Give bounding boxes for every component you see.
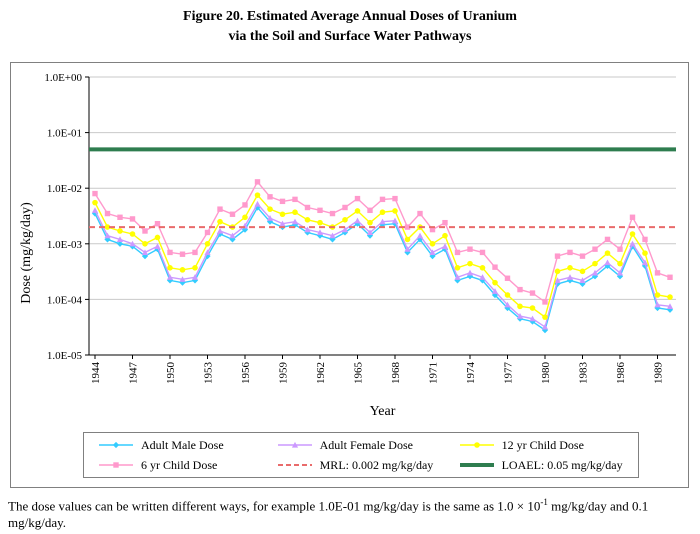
x-tick-label: 1965 [353, 362, 365, 385]
x-tick-label: 1971 [428, 362, 440, 384]
x-tick-label: 1974 [465, 362, 477, 385]
legend-sample-loael [459, 463, 494, 467]
y-axis-title: Dose (mg/kg/day) [19, 202, 34, 304]
legend-item-12yr-child-dose: 12 yr Child Dose [459, 438, 624, 453]
x-tick-label: 1959 [278, 362, 290, 385]
legend-sample-adult-female [277, 441, 312, 448]
x-tick-label: 1986 [615, 362, 627, 385]
x-tick-label: 1944 [90, 362, 102, 385]
legend-label-adult-male: Adult Male Dose [141, 437, 224, 452]
legend-item-adult-female-dose: Adult Female Dose [277, 438, 459, 453]
y-tick-label: 1.0E+00 [44, 72, 82, 84]
legend-label-6yr-child: 6 yr Child Dose [141, 457, 218, 472]
footnote: The dose values can be written different… [8, 494, 696, 531]
legend-label-loael: LOAEL: 0.05 mg/kg/day [501, 457, 623, 472]
legend-label-adult-female: Adult Female Dose [319, 437, 413, 452]
x-tick-label: 1962 [315, 362, 327, 384]
figure-title: Figure 20. Estimated Average Annual Dose… [0, 7, 700, 47]
x-tick-label: 1953 [203, 362, 215, 385]
figure-title-line1: Figure 20. Estimated Average Annual Dose… [183, 9, 517, 24]
legend-item-loael: LOAEL: 0.05 mg/kg/day [459, 458, 624, 473]
x-tick-label: 1968 [390, 362, 402, 385]
y-tick-label: 1.0E-03 [47, 239, 83, 251]
x-tick-label: 1950 [165, 362, 177, 385]
series-6-yr-child-dose [92, 179, 673, 305]
x-tick-label: 1983 [578, 362, 590, 385]
y-tick-label: 1.0E-05 [47, 350, 83, 362]
y-tick-label: 1.0E-01 [47, 128, 82, 140]
legend-label-12yr-child: 12 yr Child Dose [501, 437, 584, 452]
legend-sample-6yr-child [99, 462, 133, 468]
chart-area: 1.0E+00 1.0E-01 1.0E-02 1.0E-03 1.0E-04 1.0E-… [10, 62, 689, 488]
legend-sample-mrl [277, 464, 312, 466]
figure-title-line2: via the Soil and Surface Water Pathways [228, 29, 472, 44]
legend-sample-adult-male [99, 441, 133, 449]
footnote-text-end: mg/kg/day and 0.1 mg/kg/day. [8, 498, 649, 531]
y-tick-label: 1.0E-04 [47, 294, 83, 306]
footnote-text-start: The dose values can be written different… [8, 498, 541, 514]
y-tick-label: 1.0E-02 [47, 183, 82, 195]
footnote-superscript: -1 [540, 497, 548, 507]
x-axis-title: Year [370, 404, 396, 419]
series-adult-female-dose [91, 200, 674, 330]
legend-label-mrl: MRL: 0.002 mg/kg/day [319, 457, 434, 472]
gridlines: 1.0E+00 1.0E-01 1.0E-02 1.0E-03 1.0E-04 1.0E-… [44, 72, 676, 362]
series-12-yr-child-dose [92, 192, 673, 320]
x-tick-label: 1947 [128, 362, 140, 385]
legend-item-adult-male-dose: Adult Male Dose [98, 438, 277, 453]
x-tick-label: 1977 [503, 362, 515, 385]
legend-sample-12yr-child [459, 442, 494, 448]
x-tick-label: 1956 [240, 362, 252, 385]
dose-line-chart: 1.0E+00 1.0E-01 1.0E-02 1.0E-03 1.0E-04 1.0E-… [44, 72, 676, 419]
legend-item-mrl: MRL: 0.002 mg/kg/day [277, 458, 459, 473]
x-axis-ticks: 1944 1947 1950 1953 1956 1959 1962 1965 1968 1971… [90, 355, 665, 384]
x-tick-label: 1980 [540, 362, 552, 385]
legend-box: Adult Male Dose Adult Female Dose 12 yr … [83, 432, 639, 478]
x-tick-label: 1989 [653, 362, 665, 385]
legend-item-6yr-child-dose: 6 yr Child Dose [98, 458, 277, 473]
